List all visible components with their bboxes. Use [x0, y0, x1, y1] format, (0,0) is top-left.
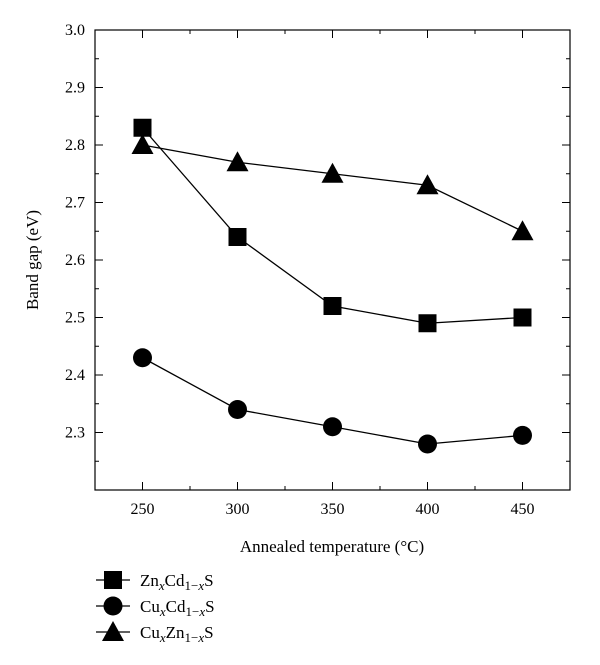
data-point	[321, 162, 344, 183]
x-tick-label: 300	[226, 501, 250, 518]
y-tick-label: 3.0	[65, 22, 85, 39]
data-point	[513, 425, 532, 445]
legend-marker	[102, 621, 124, 641]
legend-label: ZnxCd1−xS	[140, 571, 214, 593]
legend-item: CuxCd1−xS	[96, 596, 215, 619]
y-tick-label: 2.7	[65, 195, 85, 212]
series-line	[142, 144, 523, 232]
data-point	[133, 118, 152, 137]
x-tick-label: 400	[416, 501, 440, 518]
data-point	[513, 308, 532, 327]
y-tick-label: 2.5	[65, 310, 85, 327]
data-point	[323, 297, 342, 315]
data-point	[133, 348, 152, 368]
x-tick-label: 350	[321, 501, 345, 518]
data-point	[226, 151, 249, 172]
legend-item: ZnxCd1−xS	[96, 571, 214, 593]
legend-label: CuxZn1−xS	[140, 623, 214, 645]
data-point	[416, 174, 439, 195]
legend-marker	[103, 596, 123, 616]
series-1	[133, 118, 532, 333]
data-point	[511, 220, 534, 241]
data-point	[418, 314, 437, 333]
series-3	[131, 134, 534, 241]
y-tick-label: 2.9	[65, 80, 85, 97]
series-line	[142, 127, 523, 324]
legend: ZnxCd1−xS CuxCd1−xS CuxZn1−xS	[96, 571, 215, 645]
data-point	[228, 228, 247, 246]
y-tick-label: 2.6	[65, 252, 85, 269]
x-tick-label: 250	[131, 501, 155, 518]
data-point	[131, 134, 154, 154]
x-tick-label: 450	[511, 501, 535, 518]
data-point	[228, 400, 247, 419]
data-point	[323, 417, 342, 437]
series-2	[133, 348, 532, 454]
y-axis-title: Band gap (eV)	[23, 210, 42, 310]
data-point	[418, 434, 437, 454]
y-tick-label: 2.8	[65, 137, 85, 154]
legend-item: CuxZn1−xS	[96, 621, 214, 645]
y-tick-label: 2.4	[65, 367, 85, 384]
axis-ticks: 250 300 350 400 450 2.3 2.4 2.5 2.6 2.7 2.8 2.9 3.0	[65, 22, 571, 518]
y-tick-label: 2.3	[65, 425, 85, 442]
legend-label: CuxCd1−xS	[140, 597, 215, 619]
x-axis-title: Annealed temperature (°C)	[240, 537, 424, 556]
legend-marker	[104, 571, 122, 589]
series-layer	[131, 118, 534, 454]
